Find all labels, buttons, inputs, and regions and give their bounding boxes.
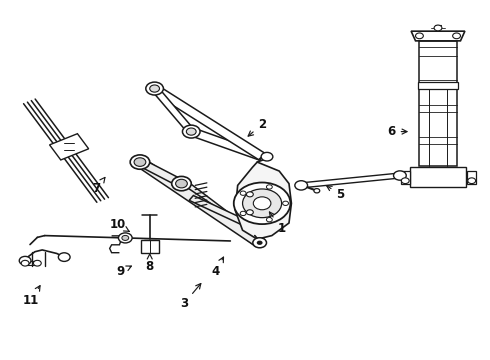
- Bar: [410, 167, 466, 187]
- Circle shape: [267, 217, 272, 222]
- Polygon shape: [189, 128, 265, 160]
- Polygon shape: [177, 180, 264, 246]
- Circle shape: [134, 158, 146, 166]
- Text: 8: 8: [146, 254, 154, 273]
- Polygon shape: [189, 195, 267, 234]
- Text: 2: 2: [248, 118, 266, 136]
- Circle shape: [393, 171, 406, 180]
- Circle shape: [283, 201, 289, 206]
- Circle shape: [261, 152, 273, 161]
- Circle shape: [172, 176, 191, 191]
- Polygon shape: [401, 171, 410, 184]
- Circle shape: [175, 179, 187, 188]
- Polygon shape: [141, 240, 159, 253]
- Circle shape: [240, 211, 246, 216]
- Circle shape: [257, 240, 263, 245]
- Text: 1: 1: [270, 212, 286, 235]
- Circle shape: [434, 25, 442, 31]
- Circle shape: [33, 260, 41, 266]
- Text: 7: 7: [92, 177, 105, 195]
- Circle shape: [234, 183, 291, 224]
- Circle shape: [240, 191, 246, 195]
- Circle shape: [453, 33, 461, 39]
- Bar: [49, 134, 89, 160]
- Polygon shape: [151, 87, 195, 133]
- Circle shape: [254, 238, 266, 247]
- Text: 6: 6: [388, 125, 407, 138]
- Circle shape: [246, 210, 253, 215]
- Circle shape: [186, 128, 196, 135]
- Circle shape: [253, 197, 271, 210]
- Text: 3: 3: [180, 284, 201, 310]
- Circle shape: [130, 155, 150, 169]
- Text: 4: 4: [212, 257, 223, 278]
- Circle shape: [182, 125, 200, 138]
- Circle shape: [468, 178, 476, 184]
- Circle shape: [243, 189, 282, 218]
- Polygon shape: [151, 86, 266, 160]
- Circle shape: [21, 260, 29, 266]
- Bar: [418, 82, 458, 89]
- Text: 5: 5: [327, 186, 344, 201]
- Polygon shape: [137, 159, 184, 186]
- Circle shape: [119, 233, 132, 243]
- Circle shape: [150, 85, 159, 92]
- Polygon shape: [136, 159, 264, 246]
- Circle shape: [416, 33, 423, 39]
- Text: 11: 11: [23, 286, 40, 307]
- Polygon shape: [411, 31, 465, 41]
- Bar: [419, 41, 457, 166]
- Circle shape: [253, 238, 267, 248]
- Circle shape: [246, 192, 253, 197]
- Circle shape: [267, 185, 272, 189]
- Polygon shape: [467, 171, 476, 184]
- Text: 9: 9: [116, 265, 131, 278]
- Circle shape: [122, 235, 129, 240]
- Text: 10: 10: [110, 218, 129, 231]
- Circle shape: [58, 253, 70, 261]
- Circle shape: [146, 82, 163, 95]
- Circle shape: [401, 178, 409, 184]
- Circle shape: [19, 256, 31, 265]
- Polygon shape: [235, 162, 292, 239]
- Circle shape: [314, 189, 320, 193]
- Circle shape: [295, 181, 308, 190]
